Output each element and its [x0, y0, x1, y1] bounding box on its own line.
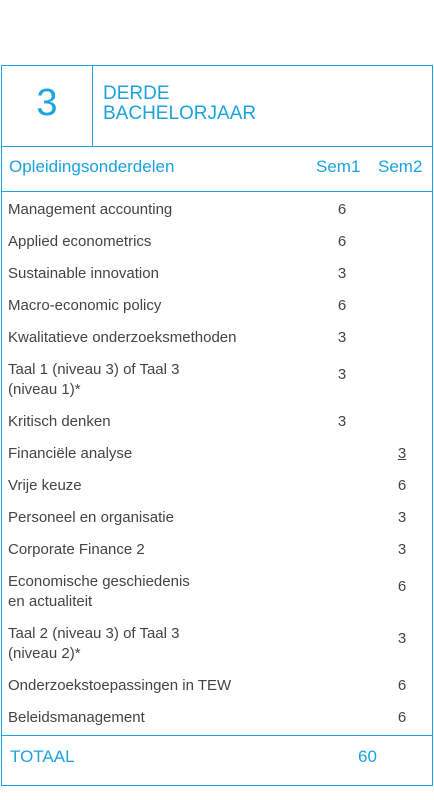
credits: 6	[397, 477, 407, 494]
course-name: Vrije keuze	[8, 477, 82, 494]
table-row: Management accounting 6	[8, 195, 428, 227]
credits: 6	[337, 233, 347, 250]
course-name: Kwalitatieve onderzoeksmethoden	[8, 329, 237, 346]
table-row: Personeel en organisatie 3	[8, 503, 428, 535]
course-name: Taal 2 (niveau 3) of Taal 3 (niveau 2)*	[8, 625, 180, 662]
rows: Management accounting 6 Applied econometri…	[8, 195, 428, 735]
table-row: Corporate Finance 2 3	[8, 535, 428, 567]
table-row: Onderzoekstoepassingen in TEW 6	[8, 671, 428, 703]
course-name: Macro-economic policy	[8, 297, 162, 314]
title-line: DERDE	[103, 83, 170, 104]
table-row: Economische geschiedenis en actualiteit 6	[8, 567, 428, 619]
divider	[2, 735, 432, 736]
course-name: Management accounting	[8, 201, 173, 218]
course-name: Onderzoekstoepassingen in TEW	[8, 677, 232, 694]
title-line: BACHELORJAAR	[103, 103, 257, 124]
table-row: Kritisch denken 3	[8, 407, 428, 439]
credits: 3	[397, 541, 407, 558]
course-name: Economische geschiedenis en actualiteit	[8, 573, 190, 610]
year-number: 3	[36, 82, 58, 124]
table-row: Macro-economic policy 6	[8, 291, 428, 323]
course-name: Sustainable innovation	[8, 265, 159, 282]
divider	[2, 146, 432, 147]
course-name: Kritisch denken	[8, 413, 111, 430]
credits: 3	[337, 413, 347, 430]
credits: 3	[337, 265, 347, 282]
credits: 6	[337, 297, 347, 314]
year-title: DERDE BACHELORJAAR	[103, 84, 256, 124]
course-name: Personeel en organisatie	[8, 509, 174, 526]
course-name: Beleidsmanagement	[8, 709, 145, 726]
table-row: Sustainable innovation 3	[8, 259, 428, 291]
credits: 3	[397, 630, 407, 647]
credits: 6	[397, 709, 407, 726]
divider	[92, 66, 93, 146]
table-row: Applied econometrics 6	[8, 227, 428, 259]
table-row: Taal 1 (niveau 3) of Taal 3 (niveau 1)* 3	[8, 355, 428, 407]
table-row: Financiële analyse 3	[8, 439, 428, 471]
credits: 6	[337, 201, 347, 218]
course-name: Corporate Finance 2	[8, 541, 145, 558]
credits: 3	[397, 445, 407, 462]
table-row: Taal 2 (niveau 3) of Taal 3 (niveau 2)* 3	[8, 619, 428, 671]
course-name: Taal 1 (niveau 3) of Taal 3 (niveau 1)*	[8, 361, 180, 398]
credits: 6	[397, 578, 407, 595]
total-label: TOTAAL	[10, 747, 75, 766]
column-header: Sem2	[378, 157, 423, 176]
credits: 3	[397, 509, 407, 526]
course-name: Applied econometrics	[8, 233, 152, 250]
course-name: Financiële analyse	[8, 445, 133, 462]
credits: 6	[397, 677, 407, 694]
column-header: Sem1	[316, 157, 361, 176]
credits: 3	[337, 329, 347, 346]
table-row: Beleidsmanagement 6	[8, 703, 428, 735]
column-header: Opleidingsonderdelen	[9, 157, 175, 176]
table-row: Kwalitatieve onderzoeksmethoden 3	[8, 323, 428, 355]
divider	[2, 191, 432, 192]
total-value: 60	[358, 747, 377, 766]
credits: 3	[337, 366, 347, 383]
table-frame	[1, 65, 433, 786]
table-row: Vrije keuze 6	[8, 471, 428, 503]
